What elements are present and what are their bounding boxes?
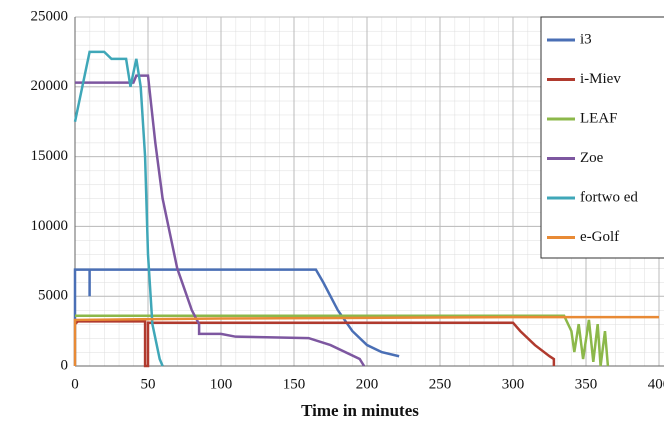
series-line [75,314,610,367]
x-axis-title: Time in minutes [301,401,419,420]
x-tick-label: 50 [141,376,156,392]
legend-label: e-Golf [580,229,619,245]
y-tick-label: 5000 [38,288,68,304]
series-line [73,268,400,366]
y-tick-label: 15000 [31,148,69,164]
series-line [75,74,366,367]
y-tick-label: 10000 [31,218,69,234]
series-line [73,50,164,367]
x-tick-label: 250 [429,376,452,392]
series-line [73,315,659,366]
x-tick-label: 150 [283,376,306,392]
legend-label: fortwo ed [580,189,638,205]
x-tick-label: 350 [575,376,598,392]
y-tick-label: 25000 [31,8,69,24]
x-tick-label: 300 [502,376,525,392]
legend-label: LEAF [580,110,618,126]
legend-box [540,16,664,259]
legend-label: i3 [580,31,592,47]
x-tick-label: 200 [356,376,379,392]
series-line [74,320,556,368]
legend-label: Zoe [580,150,604,166]
legend-label: i-Miev [580,71,621,87]
x-tick-label: 0 [71,376,79,392]
x-tick-label: 400 [648,376,664,392]
y-tick-label: 0 [61,357,69,373]
y-tick-label: 20000 [31,78,69,94]
x-tick-label: 100 [210,376,233,392]
